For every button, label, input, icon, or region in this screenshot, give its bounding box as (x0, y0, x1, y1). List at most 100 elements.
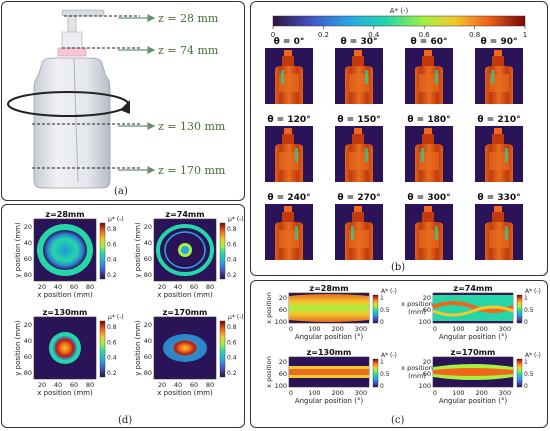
x-tick: 100 (308, 325, 320, 333)
y-tick: 60 (24, 353, 32, 361)
colorbar-tick: 0.5 (524, 371, 534, 378)
colorbar-tick: 0.2 (107, 272, 117, 279)
x-tick: 40 (174, 283, 182, 291)
x-tick: 60 (70, 283, 78, 291)
x-axis-label: Angular position (°) (439, 333, 508, 341)
y-tick: 40 (24, 239, 32, 247)
projection-image (265, 126, 313, 182)
panel-c-label: (c) (391, 415, 405, 426)
plot-title: z=74mm (165, 210, 204, 219)
colorbar-tick: 0.2 (318, 31, 329, 39)
x-axis-label: Angular position (°) (439, 397, 508, 405)
colorbar-tick: 0.5 (380, 371, 390, 378)
colorbar-tick: 0.6 (227, 339, 237, 346)
y-tick: 20 (279, 294, 287, 302)
x-tick: 200 (331, 325, 343, 333)
x-axis-label: x position (mm) (37, 389, 93, 397)
angle-label: θ = 150° (337, 115, 380, 125)
y-tick: 60 (423, 306, 431, 314)
y-tick: 80 (24, 369, 32, 377)
x-tick: 60 (70, 381, 78, 389)
y-tick: 20 (423, 294, 431, 302)
y-tick: 60 (144, 255, 152, 263)
angle-label: θ = 300° (407, 193, 450, 203)
projection-image (405, 48, 453, 104)
y-axis-label: x position (265, 356, 273, 388)
x-tick: 80 (86, 381, 94, 389)
x-tick: 300 (499, 325, 511, 333)
colorbar-tick: 0 (380, 383, 384, 390)
y-tick: 60 (279, 370, 287, 378)
colorbar-tick: 0.4 (107, 257, 117, 264)
y-tick: 100 (419, 382, 431, 390)
colorbar-tick: 0.4 (107, 355, 117, 362)
angle-label: θ = 0° (274, 37, 305, 47)
colorbar-title: μ* (-) (228, 216, 244, 223)
x-tick: 100 (452, 389, 464, 397)
projection-image (475, 48, 523, 104)
x-tick: 0 (433, 389, 437, 397)
colorbar-tick: 0.8 (227, 226, 237, 233)
colorbar-tick: 0.2 (227, 272, 237, 279)
colorbar-title: A* (-) (525, 288, 541, 295)
x-axis-label: Angular position (°) (295, 397, 364, 405)
y-tick: 100 (275, 318, 287, 326)
x-tick: 100 (308, 389, 320, 397)
colorbar-tick: 0.2 (227, 370, 237, 377)
colorbar-tick: 0.4 (227, 355, 237, 362)
angle-label: θ = 30° (340, 37, 377, 47)
colorbar-title: A* (-) (381, 352, 397, 359)
angle-label: θ = 180° (407, 115, 450, 125)
x-tick: 100 (452, 325, 464, 333)
colorbar-tick: 0.8 (107, 226, 117, 233)
x-axis-label: x position (mm) (157, 291, 213, 299)
panel-b: A* (-) 0 0.2 0.4 0.6 0.8 1 θ = 0° θ = 30° θ = 6… (250, 1, 548, 276)
x-axis-label: x position (mm) (37, 291, 93, 299)
x-tick: 200 (475, 325, 487, 333)
colorbar-title: A* (-) (390, 7, 409, 15)
y-tick: 20 (24, 223, 32, 231)
y-tick: 20 (24, 321, 32, 329)
colorbar-tick: 0 (380, 319, 384, 326)
colorbar-tick: 0 (524, 319, 528, 326)
x-axis-label: x position (mm) (157, 389, 213, 397)
colorbar-tick: 1 (523, 31, 527, 39)
x-tick: 200 (331, 389, 343, 397)
angle-label: θ = 270° (337, 193, 380, 203)
x-tick: 20 (158, 381, 166, 389)
x-axis-label: Angular position (°) (295, 333, 364, 341)
y-tick: 40 (144, 337, 152, 345)
colorbar-tick: 0.5 (524, 307, 534, 314)
x-tick: 200 (475, 389, 487, 397)
plot-title: z=28mm (309, 284, 348, 293)
angle-label: θ = 90° (480, 37, 517, 47)
colorbar-title: μ* (-) (108, 314, 124, 321)
projection-image (335, 48, 383, 104)
y-axis-label: y position (mm) (14, 222, 22, 278)
colorbar-tick: 1 (380, 359, 384, 366)
y-tick: 100 (275, 382, 287, 390)
colorbar-tick: 0.6 (107, 241, 117, 248)
y-tick: 60 (423, 370, 431, 378)
colorbar-title: μ* (-) (228, 314, 244, 321)
colorbar-tick: 0 (271, 31, 275, 39)
projection-image (475, 204, 523, 260)
projection-image (475, 126, 523, 182)
plot-title: z=130mm (43, 308, 88, 317)
x-tick: 20 (158, 283, 166, 291)
y-axis-unit: (mm) (408, 372, 426, 380)
x-tick: 80 (206, 381, 214, 389)
colorbar-tick: 0.6 (419, 31, 431, 39)
angle-label: θ = 60° (410, 37, 447, 47)
projection-image (265, 204, 313, 260)
projection-image (265, 48, 313, 104)
colorbar-title: A* (-) (381, 288, 397, 295)
colorbar-tick: 0.4 (368, 31, 380, 39)
x-tick: 0 (433, 325, 437, 333)
projection-image (335, 204, 383, 260)
